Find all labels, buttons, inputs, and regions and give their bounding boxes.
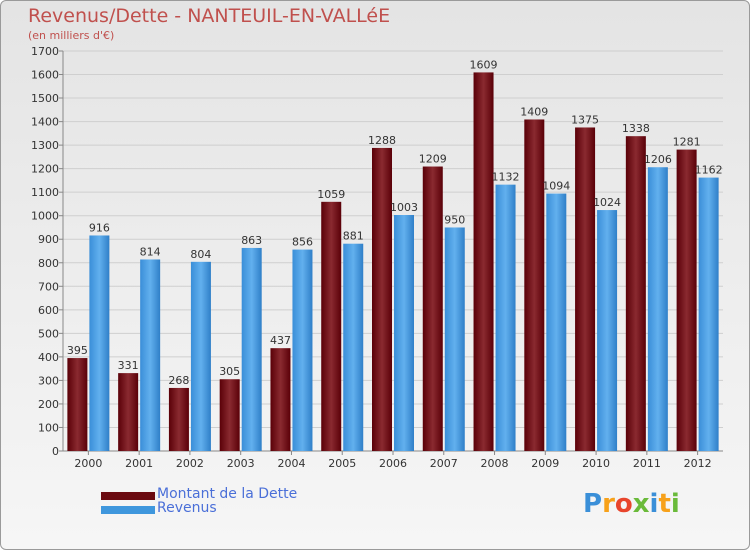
- data-labels: 395 916 331 814 268 804 305 863 437 856 1059 881 128…: [67, 58, 723, 387]
- bar-revenus: [292, 249, 313, 451]
- x-tick-label: 2000: [74, 457, 102, 470]
- bar-revenus: [140, 259, 161, 451]
- x-tick-label: 2008: [481, 457, 509, 470]
- x-tick-label: 2012: [684, 457, 712, 470]
- bar-debt: [524, 119, 545, 452]
- x-tick-label: 2002: [176, 457, 204, 470]
- data-label: 863: [241, 234, 262, 247]
- y-tick-label: 200: [38, 398, 59, 411]
- data-label: 395: [67, 344, 88, 357]
- y-tick-label: 1100: [31, 186, 59, 199]
- x-tick-label: 2010: [582, 457, 610, 470]
- y-tick-label: 900: [38, 233, 59, 246]
- bar-debt: [625, 136, 646, 452]
- proxiti-logo: Proxiti: [583, 489, 680, 519]
- bar-revenus: [647, 167, 668, 451]
- bar-revenus: [597, 210, 618, 451]
- grid-lines: [63, 50, 723, 452]
- y-tick-label: 600: [38, 304, 59, 317]
- bar-debt: [219, 379, 240, 451]
- bar-debt: [168, 387, 189, 451]
- bar-debt: [67, 358, 88, 451]
- y-tick-label: 500: [38, 327, 59, 340]
- bar-debt: [372, 147, 392, 452]
- data-label: 1609: [470, 58, 498, 71]
- bar-revenus: [444, 227, 465, 451]
- x-tick-label: 2005: [328, 457, 356, 470]
- bar-revenus: [343, 243, 364, 451]
- bar-debt: [676, 149, 697, 451]
- data-label: 804: [190, 248, 211, 261]
- y-tick-label: 300: [38, 374, 59, 387]
- y-tick-label: 1300: [31, 139, 59, 152]
- bar-debt: [270, 348, 291, 451]
- data-label: 1288: [368, 134, 396, 147]
- chart-subtitle: (en milliers d'€): [28, 29, 115, 42]
- bar-revenus: [546, 193, 567, 451]
- data-label: 437: [270, 334, 291, 347]
- x-tick-label: 2004: [277, 457, 305, 470]
- y-tick-label: 1600: [31, 69, 59, 82]
- bars: [67, 72, 719, 452]
- data-label: 881: [343, 230, 364, 243]
- bar-revenus: [495, 184, 516, 451]
- data-label: 950: [444, 213, 465, 226]
- data-label: 856: [292, 236, 313, 249]
- chart-title: Revenus/Dette - NANTEUIL-EN-VALLéE: [28, 5, 391, 27]
- bar-revenus: [190, 261, 211, 451]
- bar-debt: [473, 72, 494, 451]
- x-tick-label: 2003: [227, 457, 255, 470]
- data-label: 1375: [571, 113, 599, 126]
- data-label: 331: [118, 359, 139, 372]
- legend-label-debt: Montant de la Dette: [157, 486, 298, 502]
- data-label: 916: [89, 221, 110, 234]
- data-label: 1059: [317, 188, 345, 201]
- bar-debt: [575, 127, 596, 452]
- y-tick-label: 0: [52, 445, 59, 458]
- data-label: 1206: [644, 153, 672, 166]
- data-label: 1094: [542, 180, 570, 193]
- x-tick-label: 2007: [430, 457, 458, 470]
- data-label: 268: [168, 374, 189, 387]
- bar-debt: [422, 166, 443, 451]
- data-label: 1409: [520, 105, 548, 118]
- y-tick-label: 1700: [31, 45, 59, 58]
- legend-label-revenus: Revenus: [157, 500, 217, 516]
- y-tick-label: 400: [38, 351, 59, 364]
- x-tick-label: 2009: [531, 457, 559, 470]
- data-label: 305: [219, 365, 240, 378]
- data-label: 1003: [390, 201, 418, 214]
- x-tick-label: 2006: [379, 457, 407, 470]
- y-tick-label: 1400: [31, 116, 59, 129]
- y-tick-label: 1000: [31, 210, 59, 223]
- y-tick-label: 800: [38, 257, 59, 270]
- data-label: 1209: [419, 153, 447, 166]
- bar-revenus: [241, 247, 262, 451]
- legend-swatch-revenus: [101, 506, 155, 514]
- bar-debt: [118, 373, 139, 451]
- y-tick-label: 1200: [31, 163, 59, 176]
- data-label: 1281: [673, 136, 701, 149]
- data-label: 1162: [695, 164, 723, 177]
- axes: 0 100 200 300 400 500 600 700 800 900 1000 1100 1200…: [31, 45, 723, 470]
- x-tick-label: 2001: [125, 457, 153, 470]
- x-tick-label: 2011: [633, 457, 661, 470]
- y-tick-label: 100: [38, 421, 59, 434]
- bar-revenus: [698, 177, 719, 451]
- data-label: 1024: [593, 196, 621, 209]
- y-tick-label: 1500: [31, 92, 59, 105]
- bar-revenus: [394, 215, 414, 451]
- y-tick-label: 700: [38, 280, 59, 293]
- data-label: 1132: [492, 171, 520, 184]
- data-label: 1338: [622, 122, 650, 135]
- legend-swatch-debt: [101, 492, 155, 500]
- bar-debt: [321, 201, 342, 451]
- bar-revenus: [89, 235, 110, 451]
- data-label: 814: [140, 245, 161, 258]
